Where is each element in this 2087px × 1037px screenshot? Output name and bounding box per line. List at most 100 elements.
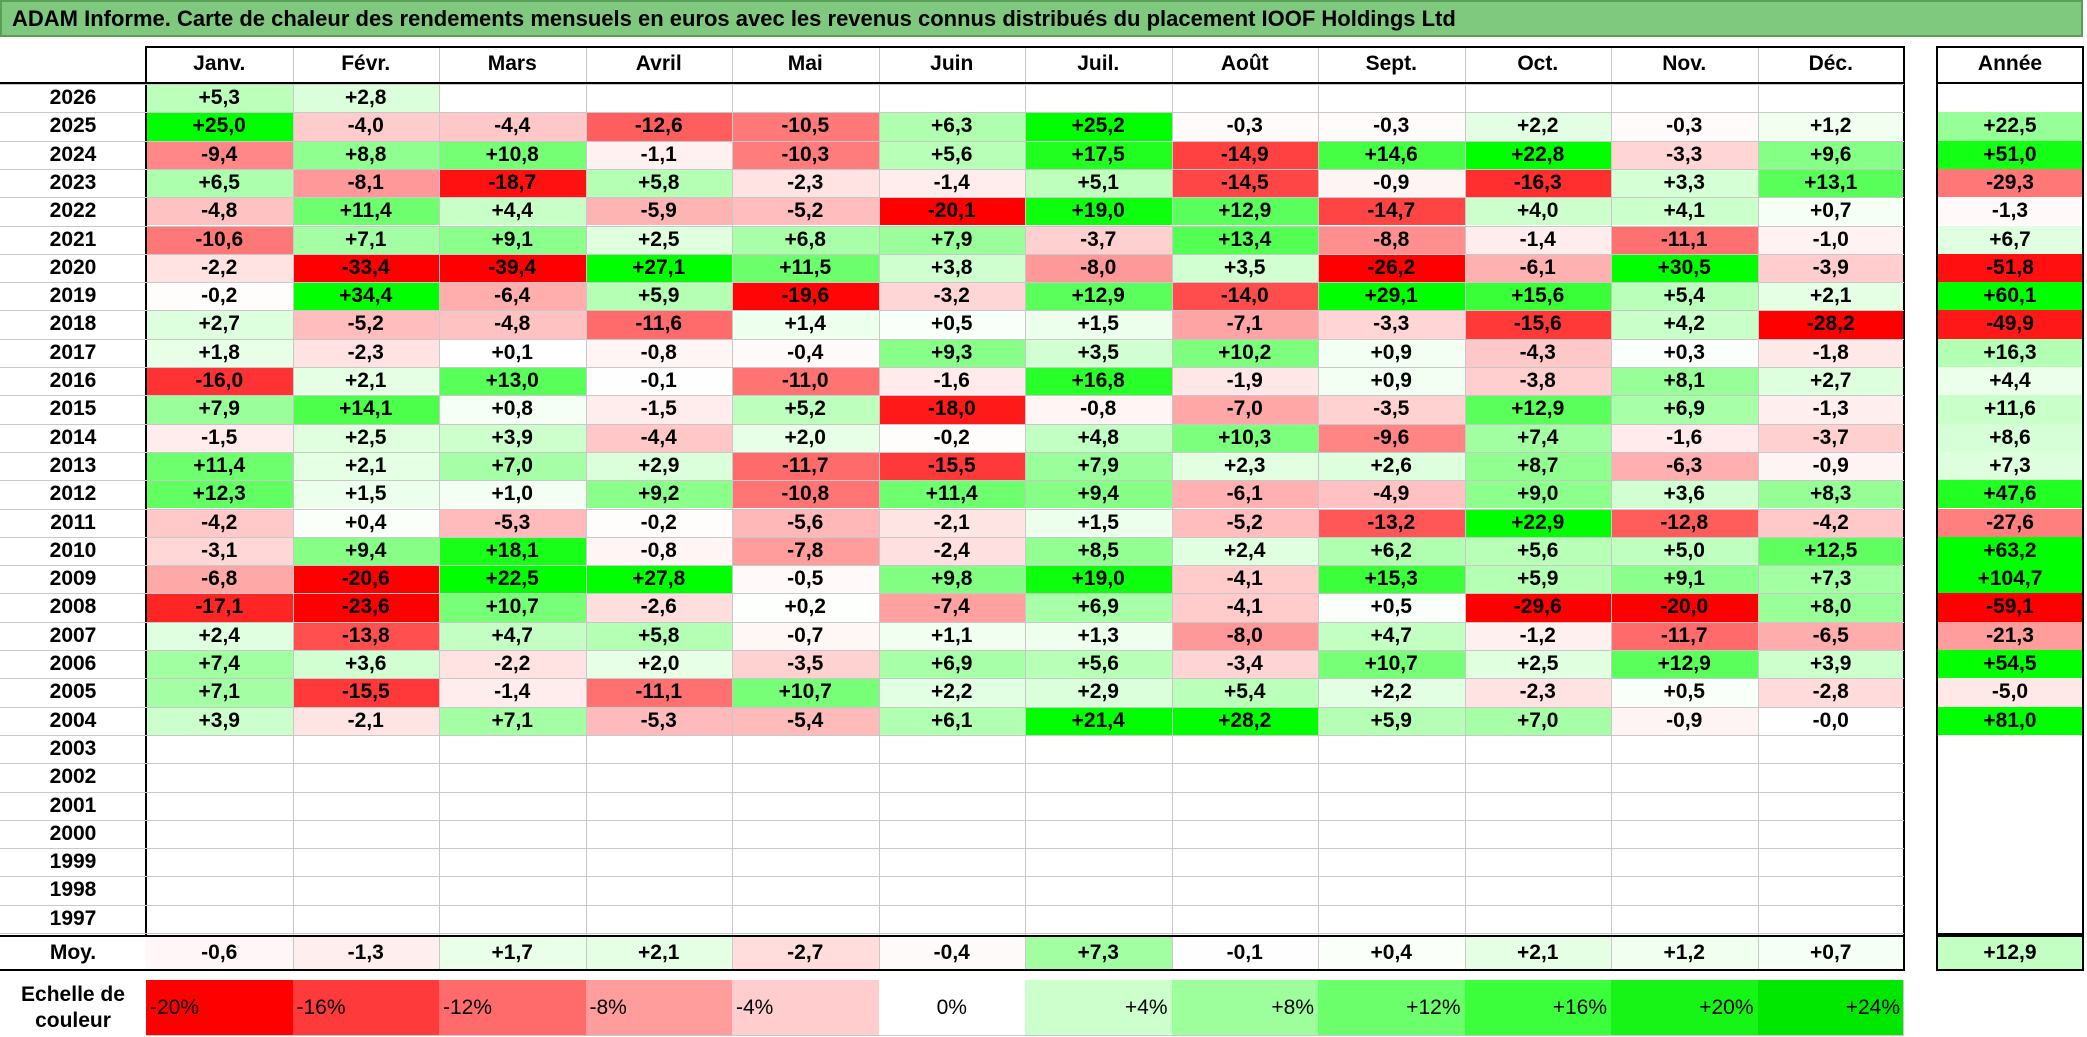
heatmap-cell — [1758, 848, 1905, 876]
heatmap-cell: +6,9 — [878, 650, 1025, 679]
year-label: 2024 — [49, 142, 97, 166]
heatmap-cell — [1465, 763, 1612, 791]
heatmap-cell — [732, 735, 879, 763]
average-cell: +7,3 — [1025, 937, 1172, 969]
heatmap-cell: -28,2 — [1757, 310, 1904, 339]
heatmap-cell: +5,6 — [1025, 650, 1172, 679]
heatmap-cell: +22,9 — [1464, 508, 1611, 537]
heatmap-cell — [1465, 876, 1612, 904]
heatmap-cell — [439, 735, 586, 763]
heatmap-cell: -17,1 — [146, 593, 293, 622]
heatmap-cell: -4,1 — [1171, 565, 1318, 594]
grid-line — [0, 367, 1904, 368]
heatmap-cell — [732, 876, 879, 904]
heatmap-cell — [1025, 876, 1172, 904]
annual-cell: +54,5 — [1937, 650, 2083, 679]
heatmap-cell: -16,3 — [1464, 168, 1611, 198]
heatmap-cell — [146, 905, 293, 933]
heatmap-cell: +0,9 — [1318, 367, 1465, 396]
heatmap-cell: -2,2 — [439, 650, 586, 679]
grid-line — [1937, 935, 2083, 937]
heatmap-cell: -0,7 — [732, 621, 879, 650]
heatmap-cell: +2,1 — [292, 451, 439, 481]
average-cell: -0,1 — [1171, 937, 1318, 969]
grid-line — [1903, 935, 1905, 971]
heatmap-cell: +3,9 — [1757, 650, 1904, 679]
heatmap-cell — [439, 876, 586, 904]
chart-title: ADAM Informe. Carte de chaleur des rende… — [0, 0, 2083, 37]
heatmap-cell: +9,1 — [439, 225, 586, 254]
heatmap-cell — [1758, 735, 1905, 763]
grid-line — [0, 565, 1904, 567]
heatmap-cell: +3,6 — [1611, 480, 1758, 509]
heatmap-cell: +19,0 — [1025, 197, 1172, 226]
heatmap-cell: +8,3 — [1757, 480, 1904, 509]
year-label: 2026 — [49, 86, 97, 109]
heatmap-cell: +12,9 — [1611, 650, 1758, 679]
heatmap-cell: +3,9 — [146, 706, 293, 735]
heatmap-cell: +8,7 — [1464, 451, 1611, 481]
heatmap-cell: +14,1 — [292, 395, 439, 424]
annual-cell — [1937, 876, 2083, 904]
heatmap-cell: +5,2 — [732, 395, 879, 424]
heatmap-cell: -29,6 — [1464, 593, 1611, 622]
heatmap-cell — [439, 905, 586, 933]
heatmap-cell: +5,9 — [1464, 565, 1611, 594]
annual-cell — [1937, 792, 2083, 820]
grid-line — [0, 678, 1904, 680]
heatmap-cell — [146, 763, 293, 791]
heatmap-cell: +1,5 — [1025, 508, 1172, 537]
grid-line — [1025, 937, 1026, 969]
month-header: Juin — [878, 46, 1025, 82]
heatmap-cell: +2,7 — [1757, 367, 1904, 396]
year-label: 2002 — [49, 765, 97, 789]
grid-line — [0, 451, 1904, 453]
heatmap-cell — [1465, 84, 1612, 112]
grid-line — [0, 621, 1904, 623]
heatmap-cell: +4,0 — [1464, 197, 1611, 226]
heatmap-cell — [879, 848, 1026, 876]
heatmap-cell: -10,3 — [732, 140, 879, 169]
heatmap-cell: -15,5 — [878, 451, 1025, 481]
heatmap-cell: -4,0 — [292, 112, 439, 141]
annual-cell: +8,6 — [1937, 423, 2083, 452]
heatmap-cell: -14,7 — [1318, 197, 1465, 226]
grid-line — [1903, 980, 1904, 1036]
heatmap-cell: +13,0 — [439, 367, 586, 396]
heatmap-cell: -4,4 — [585, 423, 732, 452]
grid-line — [1025, 46, 1026, 935]
year-label: 2010 — [49, 538, 97, 562]
heatmap-cell — [146, 735, 293, 763]
heatmap-cell — [146, 820, 293, 848]
annual-cell: +104,7 — [1937, 565, 2083, 594]
heatmap-cell: +1,2 — [1757, 112, 1904, 141]
heatmap-cell: -5,6 — [732, 508, 879, 537]
heatmap-cell: -2,1 — [292, 706, 439, 735]
grid-line — [0, 791, 1904, 793]
heatmap-cell: +0,9 — [1318, 338, 1465, 367]
grid-line — [1757, 937, 1759, 969]
heatmap-cell: +0,8 — [439, 395, 586, 424]
heatmap-cell: -2,4 — [878, 536, 1025, 566]
grid-line — [0, 423, 1904, 425]
heatmap-cell: +13,4 — [1171, 225, 1318, 254]
heatmap-cell — [146, 792, 293, 820]
heatmap-cell: +10,7 — [1318, 650, 1465, 679]
heatmap-cell: +2,2 — [1464, 112, 1611, 141]
year-label: 2019 — [49, 284, 97, 308]
year-label: 1997 — [49, 906, 97, 930]
heatmap-cell — [146, 876, 293, 904]
heatmap-cell — [879, 820, 1026, 848]
grid-line — [878, 937, 880, 969]
heatmap-cell — [1025, 735, 1172, 763]
grid-line — [145, 46, 147, 935]
heatmap-cell: -2,1 — [878, 508, 1025, 537]
heatmap-cell: -3,9 — [1757, 253, 1904, 283]
heatmap-cell: -4,3 — [1464, 338, 1611, 367]
year-label: 2005 — [49, 680, 97, 704]
heatmap-cell: -15,6 — [1464, 310, 1611, 339]
heatmap-cell: +7,9 — [146, 395, 293, 424]
heatmap-cell: -2,3 — [292, 338, 439, 367]
heatmap-cell — [586, 84, 733, 112]
heatmap-cell: +2,7 — [146, 310, 293, 339]
